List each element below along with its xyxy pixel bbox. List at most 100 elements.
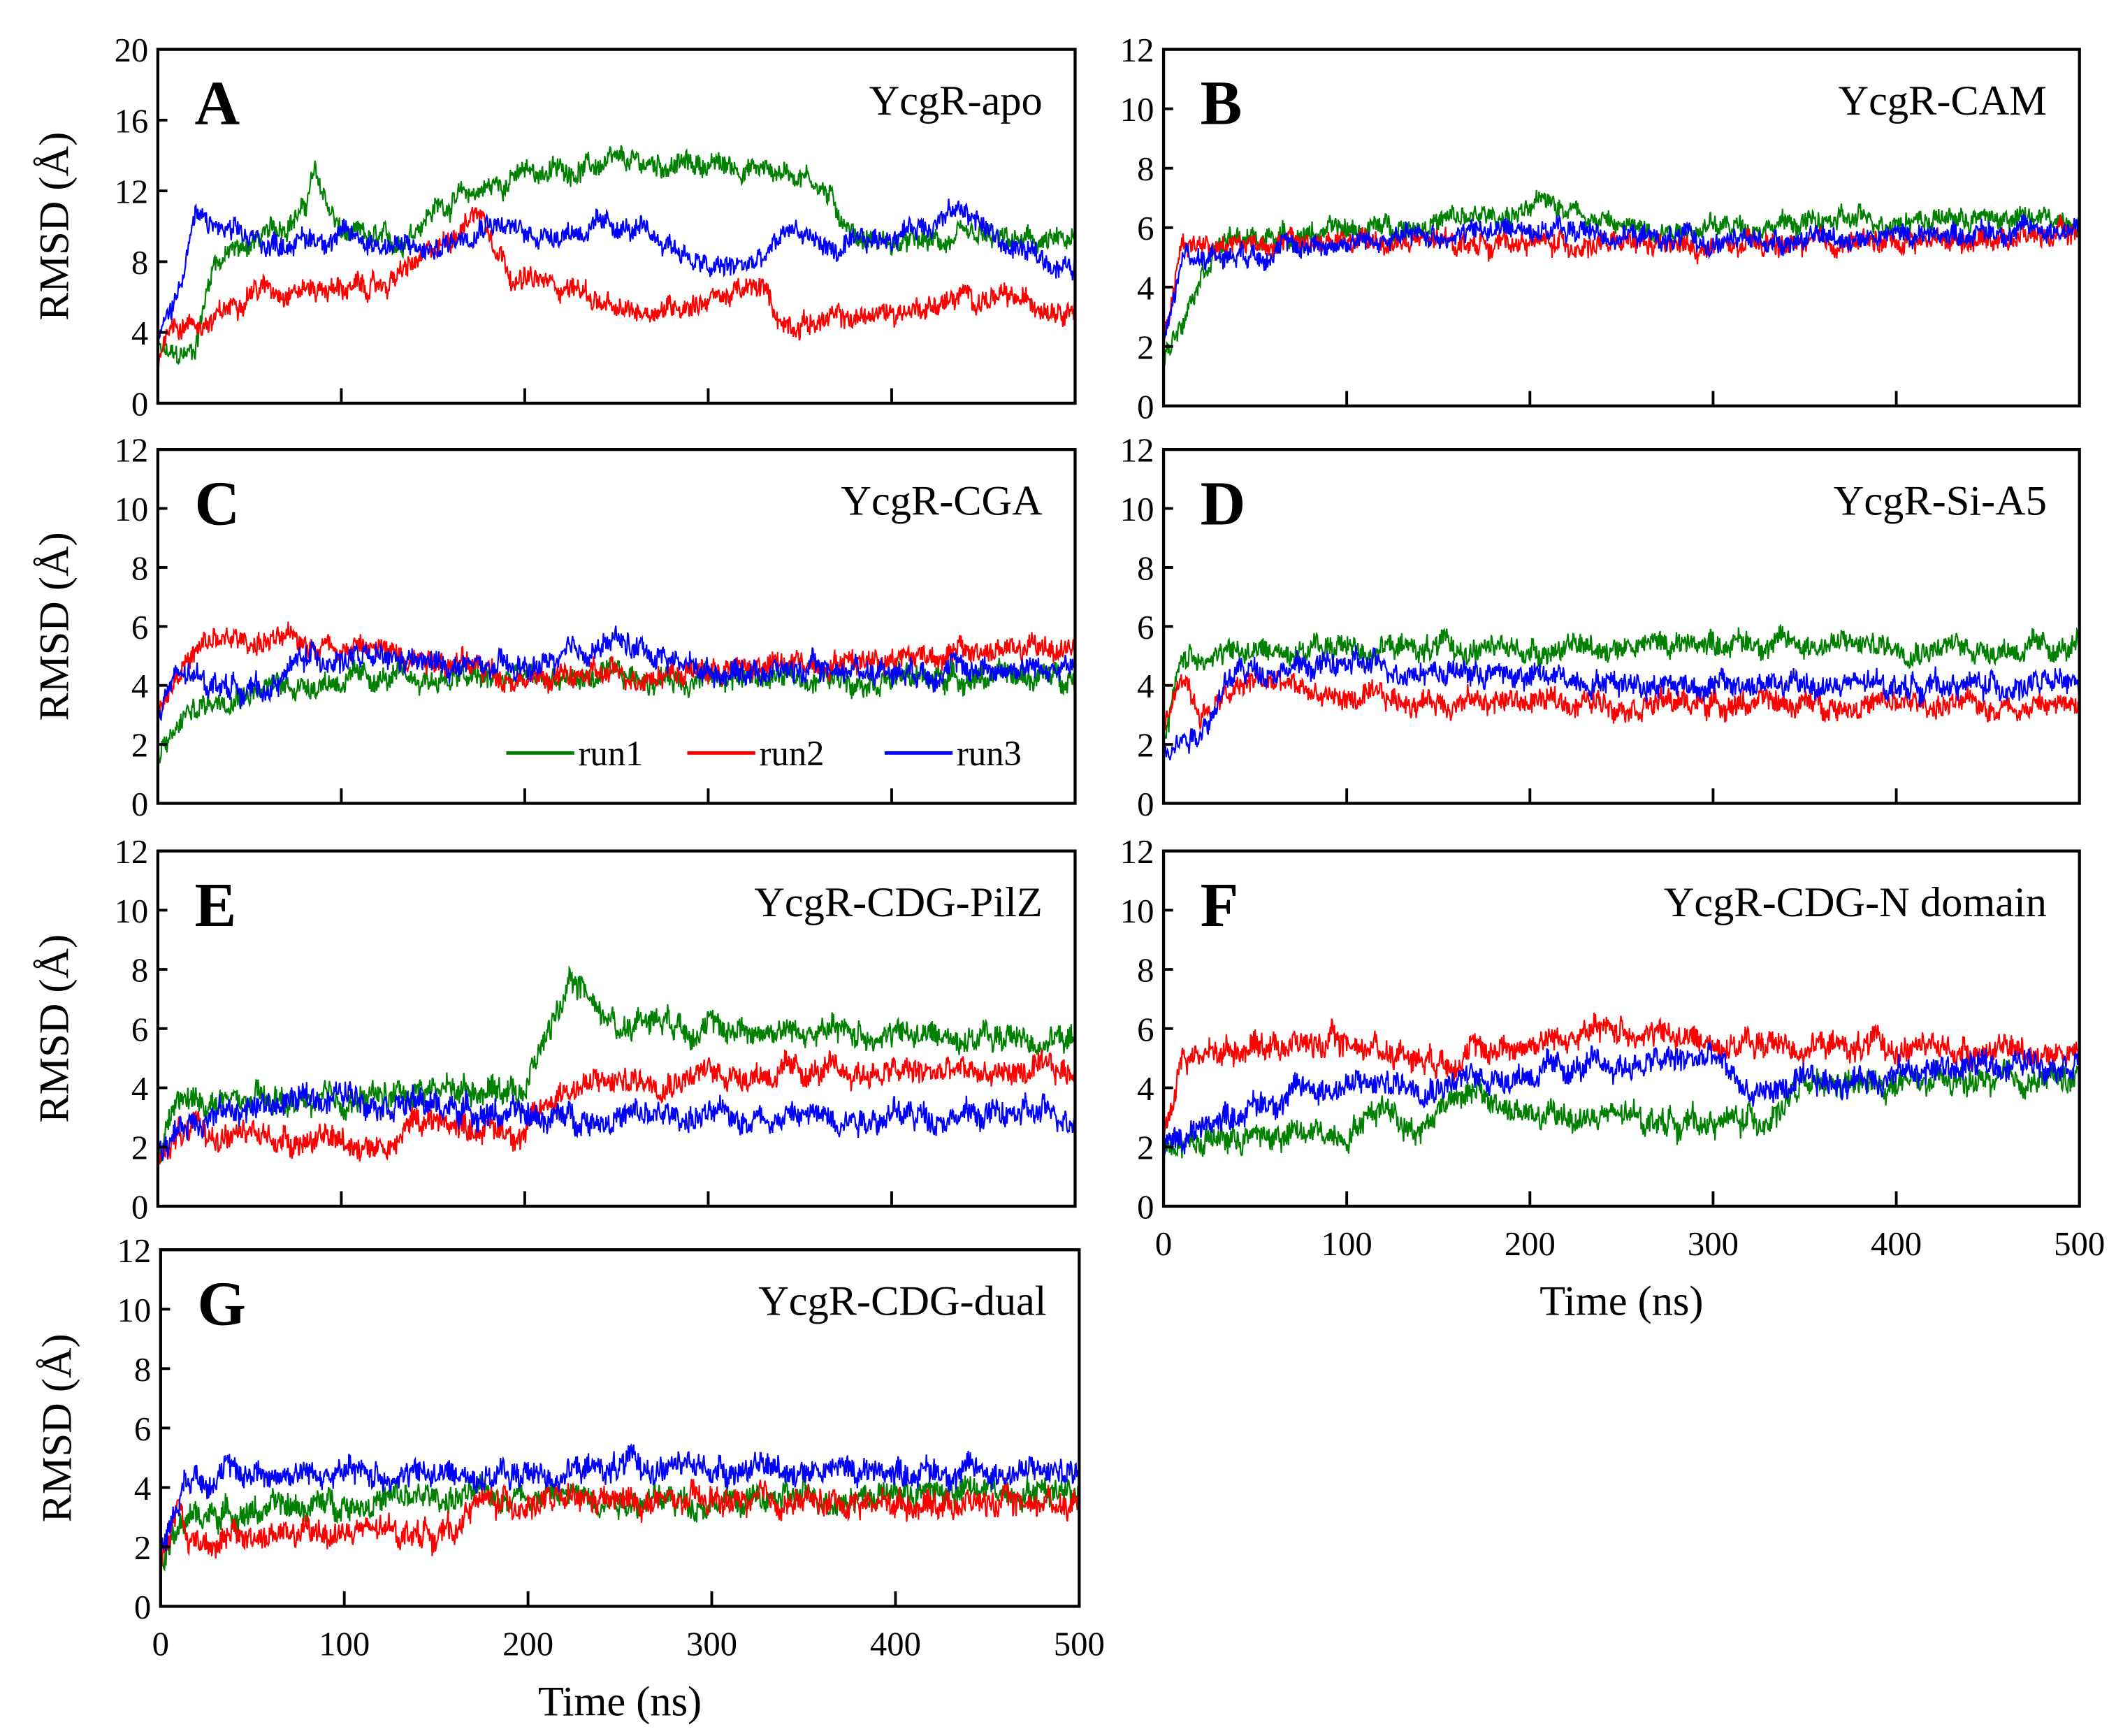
y-tick-label: 0	[1137, 786, 1154, 823]
panel-title: YcgR-CDG-N domain	[1664, 879, 2047, 926]
y-tick-label: 2	[1137, 328, 1154, 366]
panel-e: 0 2 4 6 8 10 12 E YcgR-CDG-PilZ RMSD (Å)	[31, 833, 1077, 1226]
y-tick-label: 16	[115, 102, 149, 140]
series-run3-line	[1164, 213, 2080, 346]
series-run3-line	[1164, 645, 2080, 761]
panel-title: YcgR-Si-A5	[1834, 478, 2047, 525]
y-tick-label: 6	[131, 1011, 148, 1048]
y-tick-label: 2	[1137, 1129, 1154, 1167]
series-run1-line	[157, 145, 1075, 366]
legend-label-run2: run2	[760, 734, 825, 773]
panel-d: 0 2 4 6 8 10 12 D YcgR-Si-A5	[1120, 432, 2081, 823]
series-run3-line	[157, 198, 1075, 346]
series-run3-line	[157, 625, 1075, 722]
y-tick-label: 12	[1120, 833, 1154, 871]
x-tick-label: 0	[1155, 1225, 1172, 1263]
y-tick-label: 4	[1137, 269, 1154, 307]
panel-g: 0 2 4 6 8 10 12 0 100 200 300 400 500 G YcgR-CDG-dual R…	[34, 1232, 1105, 1725]
y-tick-label: 0	[131, 1188, 148, 1226]
y-tick-label: 10	[1120, 91, 1154, 129]
panel-b: 0 2 4 6 8 10 12 B YcgR-CAM	[1120, 31, 2081, 426]
series-run2-line	[160, 1477, 1080, 1567]
y-tick-label: 10	[115, 491, 149, 528]
legend-label-run3: run3	[957, 734, 1022, 773]
y-tick-label: 8	[134, 1351, 151, 1389]
y-axis-label: RMSD (Å)	[31, 132, 78, 321]
y-tick-label: 6	[1137, 609, 1154, 646]
x-tick-label: 500	[1054, 1626, 1105, 1663]
series-run1-line	[1164, 624, 2080, 748]
y-axis-label: RMSD (Å)	[31, 934, 78, 1123]
y-tick-label: 2	[131, 1129, 148, 1167]
y-tick-label: 0	[131, 786, 148, 823]
y-axis-label: RMSD (Å)	[34, 1333, 80, 1522]
series-run3-line	[1164, 1041, 2080, 1155]
x-tick-label: 0	[152, 1626, 169, 1663]
y-tick-label: 4	[131, 1070, 148, 1108]
panel-c: 0 2 4 6 8 10 12 C YcgR-CGA RMSD (Å) run1 run2 run3	[31, 432, 1077, 823]
panel-letter: F	[1201, 871, 1239, 940]
plot-frame	[156, 48, 1077, 405]
panel-letter: A	[194, 69, 240, 138]
series-run1-line	[1164, 189, 2080, 368]
x-tick-label: 300	[686, 1626, 737, 1663]
x-tick-label: 100	[319, 1626, 370, 1663]
panel-letter: E	[194, 871, 236, 940]
y-tick-label: 10	[1120, 892, 1154, 930]
series-run2-line	[157, 206, 1075, 368]
y-tick-label: 10	[115, 892, 149, 930]
panel-letter: G	[197, 1269, 246, 1338]
y-tick-label: 2	[131, 727, 148, 765]
y-tick-label: 12	[115, 173, 149, 211]
y-tick-label: 8	[1137, 549, 1154, 587]
y-tick-label: 6	[1137, 1011, 1154, 1048]
y-tick-label: 6	[131, 609, 148, 646]
x-tick-label: 200	[1505, 1225, 1556, 1263]
panel-title: YcgR-apo	[869, 78, 1043, 124]
y-tick-label: 8	[1137, 150, 1154, 188]
y-tick-label: 8	[131, 244, 148, 282]
panel-letter: B	[1201, 69, 1242, 138]
y-tick-label: 4	[131, 314, 148, 352]
x-tick-label: 200	[502, 1626, 553, 1663]
y-tick-label: 0	[134, 1589, 151, 1626]
y-tick-label: 4	[134, 1470, 151, 1507]
panel-a: 0 4 8 12 16 20 A YcgR-apo RMSD (Å)	[31, 31, 1077, 423]
x-tick-label: 400	[1871, 1225, 1922, 1263]
panel-title: YcgR-CAM	[1839, 78, 2047, 124]
y-tick-label: 20	[115, 31, 149, 69]
y-tick-label: 4	[131, 667, 148, 705]
series-run2-line	[1164, 1013, 2080, 1141]
panel-letter: D	[1201, 469, 1246, 538]
panel-title: YcgR-CDG-PilZ	[754, 879, 1042, 926]
series-run1-line	[157, 965, 1075, 1164]
y-tick-label: 12	[1120, 31, 1154, 69]
x-tick-label: 300	[1688, 1225, 1739, 1263]
series-run2-line	[1164, 670, 2080, 732]
legend-label-run1: run1	[579, 734, 644, 773]
panel-f: 0 2 4 6 8 10 12 0 100 200 300 400 500 F YcgR-CDG-N dom…	[1120, 833, 2105, 1325]
y-tick-label: 12	[115, 833, 149, 871]
y-tick-label: 0	[131, 385, 148, 423]
x-axis-label: Time (ns)	[538, 1678, 702, 1725]
y-tick-label: 2	[1137, 727, 1154, 765]
x-tick-label: 100	[1321, 1225, 1372, 1263]
y-tick-label: 0	[1137, 388, 1154, 426]
y-tick-label: 8	[131, 952, 148, 990]
y-tick-label: 8	[1137, 952, 1154, 990]
series-run2-line	[157, 1049, 1075, 1165]
y-axis-label: RMSD (Å)	[31, 532, 78, 721]
x-tick-label: 500	[2054, 1225, 2105, 1263]
series-run1-line	[1164, 1058, 2080, 1159]
panel-title: YcgR-CDG-dual	[758, 1278, 1046, 1325]
panel-title: YcgR-CGA	[841, 478, 1043, 525]
series-run3-line	[157, 1080, 1075, 1162]
y-tick-label: 4	[1137, 667, 1154, 705]
y-tick-label: 4	[1137, 1070, 1154, 1108]
series-run1-line	[160, 1473, 1080, 1572]
y-tick-label: 12	[117, 1232, 151, 1270]
x-tick-label: 400	[870, 1626, 921, 1663]
panel-letter: C	[194, 469, 240, 538]
legend: run1 run2 run3	[506, 734, 1022, 773]
y-tick-label: 0	[1137, 1188, 1154, 1226]
